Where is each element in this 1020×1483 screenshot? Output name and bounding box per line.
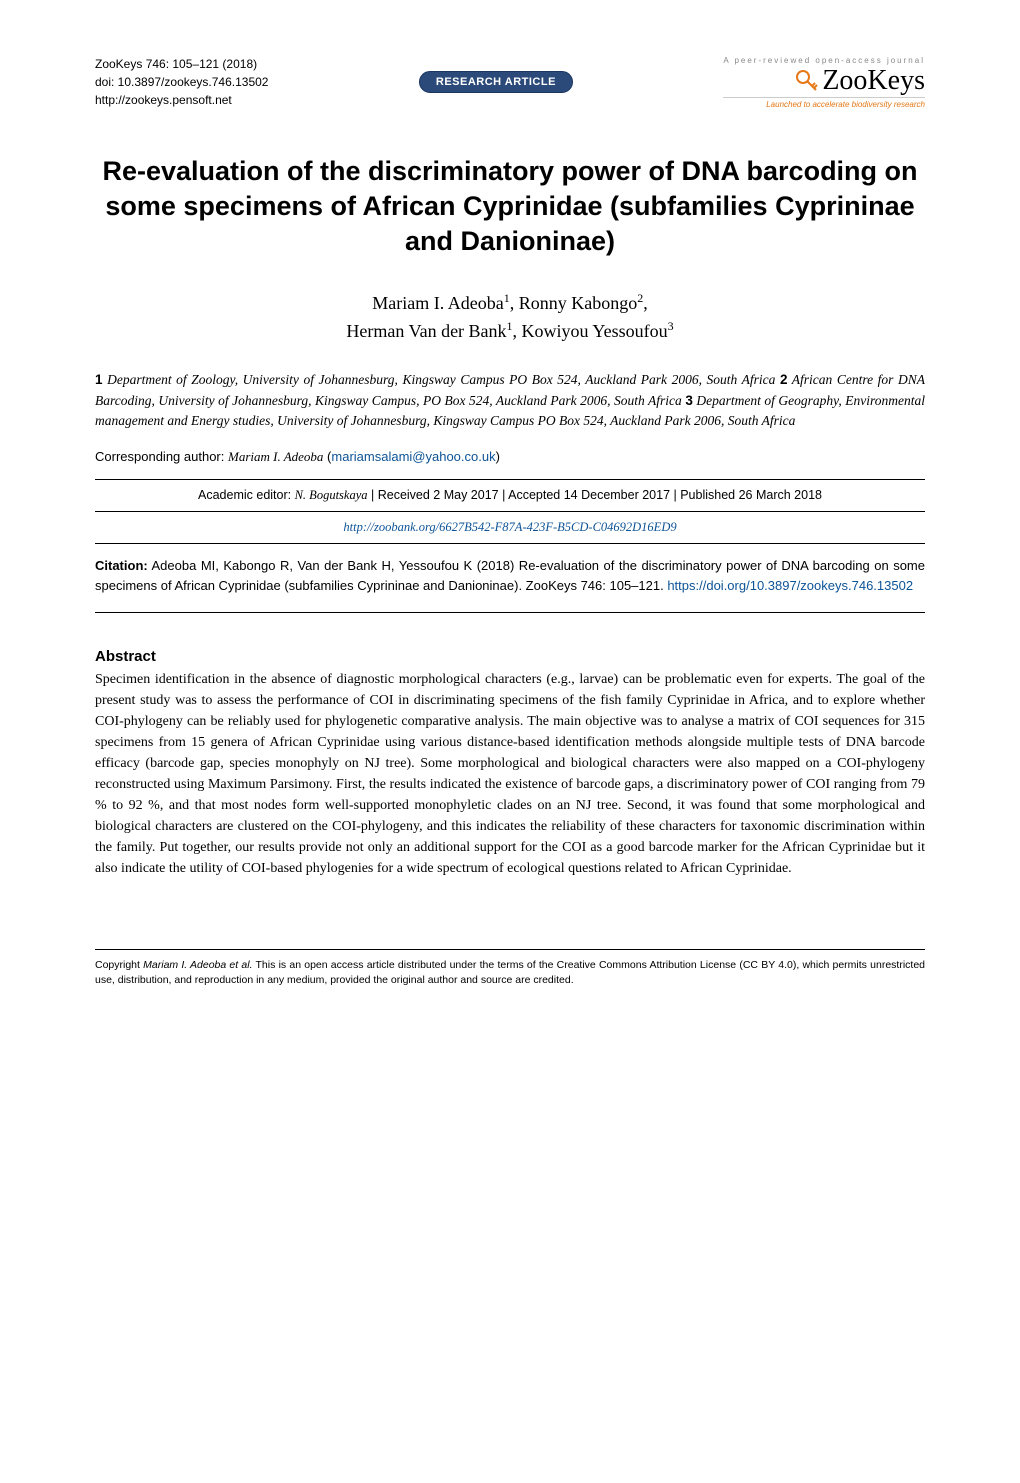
academic-editor-name: N. Bogutskaya: [295, 488, 368, 502]
logo-tagline-bottom: Launched to accelerate biodiversity rese…: [723, 97, 925, 109]
author-3: Herman Van der Bank: [346, 321, 506, 341]
dates: | Received 2 May 2017 | Accepted 14 Dece…: [368, 488, 822, 502]
logo-main: ZooKeys: [723, 65, 925, 97]
corresponding-label: Corresponding author:: [95, 449, 228, 464]
citation-label: Citation:: [95, 558, 148, 573]
authors: Mariam I. Adeoba1, Ronny Kabongo2, Herma…: [95, 289, 925, 345]
author-sep-2: ,: [643, 293, 648, 313]
author-sep-3: , Kowiyou Yessoufou: [513, 321, 668, 341]
article-title: Re-evaluation of the discriminatory powe…: [95, 154, 925, 259]
corresponding-email[interactable]: mariamsalami@yahoo.co.uk: [331, 449, 495, 464]
zoobank-row: http://zoobank.org/6627B542-F87A-423F-B5…: [95, 512, 925, 544]
copyright-holder: Mariam I. Adeoba et al.: [143, 959, 252, 971]
author-sep-1: , Ronny Kabongo: [510, 293, 638, 313]
affil-num-1: 1: [95, 372, 103, 387]
paren-close: ): [496, 449, 500, 464]
citation: Citation: Adeoba MI, Kabongo R, Van der …: [95, 556, 925, 595]
journal-logo: A peer-reviewed open-access journal ZooK…: [723, 56, 925, 109]
abstract-text: Specimen identification in the absence o…: [95, 669, 925, 879]
corresponding-author: Corresponding author: Mariam I. Adeoba (…: [95, 449, 925, 465]
author-4-affil: 3: [668, 319, 674, 333]
zoobank-link[interactable]: http://zoobank.org/6627B542-F87A-423F-B5…: [343, 520, 676, 534]
affiliations: 1 Department of Zoology, University of J…: [95, 370, 925, 431]
affil-num-3: 3: [685, 393, 693, 408]
citation-block: Citation: Adeoba MI, Kabongo R, Van der …: [95, 556, 925, 613]
copyright-footer: Copyright Mariam I. Adeoba et al. This i…: [95, 949, 925, 987]
abstract-heading: Abstract: [95, 648, 925, 665]
journal-url[interactable]: http://zookeys.pensoft.net: [95, 91, 268, 109]
journal-info: ZooKeys 746: 105–121 (2018) doi: 10.3897…: [95, 55, 268, 109]
corresponding-name: Mariam I. Adeoba: [228, 449, 323, 464]
header-row: ZooKeys 746: 105–121 (2018) doi: 10.3897…: [95, 55, 925, 109]
research-article-badge: RESEARCH ARTICLE: [419, 71, 573, 93]
affil-text-1: Department of Zoology, University of Joh…: [103, 372, 780, 387]
doi-line: doi: 10.3897/zookeys.746.13502: [95, 73, 268, 91]
academic-editor-label: Academic editor:: [198, 488, 295, 502]
copyright-label: Copyright: [95, 959, 143, 971]
editor-dates-row: Academic editor: N. Bogutskaya | Receive…: [95, 479, 925, 512]
logo-tagline-top: A peer-reviewed open-access journal: [723, 56, 925, 65]
logo-text: ZooKeys: [822, 65, 925, 97]
key-icon: [794, 68, 820, 94]
citation-doi[interactable]: https://doi.org/10.3897/zookeys.746.1350…: [667, 578, 913, 593]
journal-name-line: ZooKeys 746: 105–121 (2018): [95, 55, 268, 73]
author-1: Mariam I. Adeoba: [372, 293, 503, 313]
